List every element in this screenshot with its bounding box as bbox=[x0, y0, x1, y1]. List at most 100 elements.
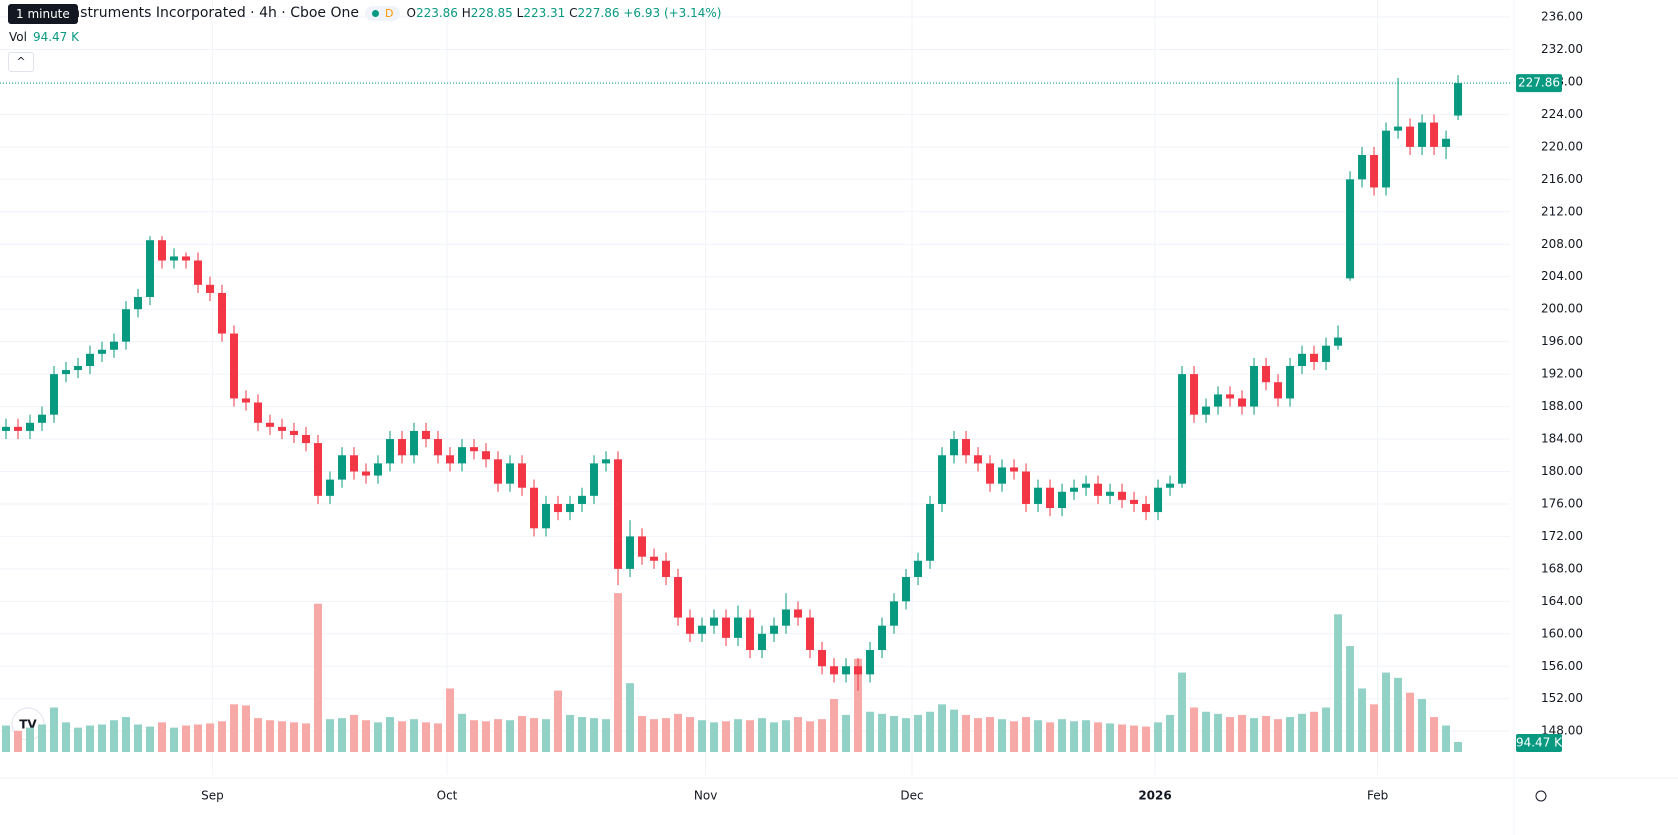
candle-body bbox=[1010, 467, 1019, 472]
volume-bar bbox=[86, 725, 95, 752]
collapse-button[interactable]: ^ bbox=[8, 52, 34, 72]
candle-body bbox=[938, 455, 947, 504]
volume-bar bbox=[830, 699, 839, 752]
volume-bar bbox=[314, 603, 323, 752]
symbol-title: Texas Instruments Incorporated · 4h · Cb… bbox=[24, 5, 359, 21]
volume-bar bbox=[2, 725, 11, 752]
volume-bar bbox=[266, 720, 275, 752]
candle-body bbox=[1214, 394, 1223, 407]
volume-bar bbox=[782, 720, 791, 752]
candle-body bbox=[806, 617, 815, 651]
candle-body bbox=[1274, 382, 1283, 399]
candle-body bbox=[194, 260, 203, 285]
volume-bar bbox=[998, 719, 1007, 752]
candle-body bbox=[1094, 483, 1103, 496]
candle-body bbox=[614, 459, 623, 569]
volume-bar bbox=[1262, 715, 1271, 752]
y-tick-label: 156.00 bbox=[1541, 659, 1583, 673]
candle-body bbox=[494, 459, 503, 484]
candle-body bbox=[338, 455, 347, 480]
candle-body bbox=[710, 617, 719, 626]
candle-body bbox=[266, 422, 275, 427]
candle-body bbox=[110, 341, 119, 350]
volume-bar bbox=[254, 718, 263, 752]
volume-bar bbox=[1286, 717, 1295, 752]
volume-bar bbox=[1214, 713, 1223, 752]
volume-bar bbox=[1022, 717, 1031, 752]
y-tick-label: 216.00 bbox=[1541, 172, 1583, 186]
candle-body bbox=[734, 617, 743, 638]
candle-body bbox=[890, 601, 899, 626]
last-price-tag: 227.86 bbox=[1518, 76, 1560, 90]
volume-bar bbox=[1202, 711, 1211, 752]
candle-body bbox=[26, 422, 35, 431]
volume-bar bbox=[1082, 720, 1091, 752]
volume-bar bbox=[182, 725, 191, 752]
candle-body bbox=[1082, 483, 1091, 488]
volume-bar bbox=[338, 718, 347, 752]
candle-body bbox=[998, 467, 1007, 484]
candle-body bbox=[506, 463, 515, 484]
volume-bar bbox=[650, 719, 659, 752]
candle-body bbox=[1358, 155, 1367, 180]
candle-body bbox=[842, 666, 851, 675]
y-tick-label: 164.00 bbox=[1541, 594, 1583, 608]
volume-bar bbox=[422, 722, 431, 752]
volume-bar bbox=[326, 719, 335, 752]
volume-bar bbox=[626, 683, 635, 752]
candle-body bbox=[1370, 155, 1379, 188]
volume-bar bbox=[1358, 688, 1367, 752]
volume-bar bbox=[794, 717, 803, 752]
candle-body bbox=[1322, 345, 1331, 362]
volume-bar bbox=[398, 721, 407, 752]
volume-bar bbox=[1370, 704, 1379, 752]
ohlc-value: 227.86 bbox=[577, 6, 620, 20]
settings-icon[interactable] bbox=[1535, 790, 1547, 802]
volume-bar bbox=[554, 690, 563, 752]
candle-body bbox=[434, 439, 443, 456]
y-tick-label: 192.00 bbox=[1541, 367, 1583, 381]
volume-bar bbox=[1334, 614, 1343, 752]
candle-body bbox=[746, 617, 755, 651]
candle-body bbox=[1454, 83, 1463, 116]
volume-bar bbox=[722, 721, 731, 752]
candle-body bbox=[866, 650, 875, 675]
volume-bar bbox=[950, 709, 959, 752]
volume-bar bbox=[194, 724, 203, 752]
y-tick-label: 184.00 bbox=[1541, 432, 1583, 446]
candle-body bbox=[158, 240, 167, 261]
candle-body bbox=[1142, 503, 1151, 513]
candle-body bbox=[1430, 122, 1439, 147]
volume-bar bbox=[890, 715, 899, 752]
y-tick-label: 172.00 bbox=[1541, 529, 1583, 543]
y-tick-label: 204.00 bbox=[1541, 269, 1583, 283]
volume-bar bbox=[674, 713, 683, 752]
candle-body bbox=[470, 447, 479, 452]
candle-body bbox=[74, 365, 83, 371]
candle-body bbox=[1058, 491, 1067, 509]
candle-body bbox=[626, 536, 635, 569]
candle-body bbox=[698, 625, 707, 634]
candle-body bbox=[1034, 487, 1043, 504]
candle-body bbox=[134, 297, 143, 310]
volume-bar bbox=[962, 714, 971, 752]
volume-bar bbox=[1454, 741, 1463, 752]
volume-bar bbox=[734, 719, 743, 752]
candle-body bbox=[950, 439, 959, 456]
volume-bar bbox=[1058, 719, 1067, 752]
candle-body bbox=[830, 666, 839, 675]
volume-bar bbox=[1346, 646, 1355, 752]
volume-bar bbox=[122, 717, 131, 752]
volume-bar bbox=[926, 711, 935, 752]
candle-body bbox=[146, 240, 155, 298]
volume-bar bbox=[746, 720, 755, 752]
candle-body bbox=[1394, 126, 1403, 131]
volume-title: Vol bbox=[9, 30, 27, 44]
candle-body bbox=[62, 370, 71, 375]
y-tick-label: 200.00 bbox=[1541, 302, 1583, 316]
ohlc: O223.86 H228.85 L223.31 C227.86 +6.93 (+… bbox=[406, 6, 721, 20]
volume-bar bbox=[1250, 718, 1259, 752]
volume-bar bbox=[242, 705, 251, 752]
candle-body bbox=[458, 447, 467, 464]
